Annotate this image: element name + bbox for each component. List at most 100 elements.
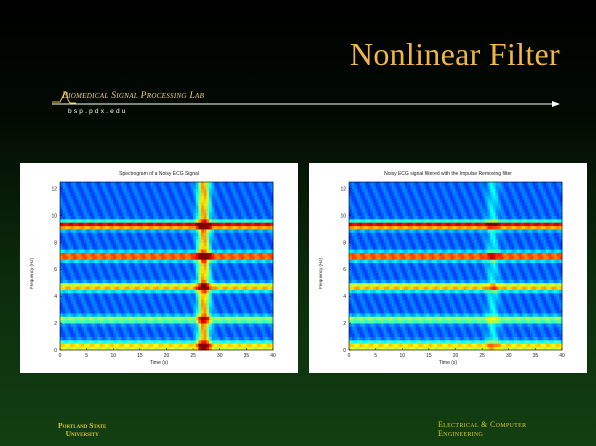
heatmap-cell (372, 239, 377, 243)
heatmap-cell (214, 215, 218, 220)
heatmap-cell (383, 313, 387, 317)
heatmap-cell (163, 249, 167, 253)
heatmap-cell (65, 235, 69, 240)
heatmap-cell (150, 195, 154, 200)
heatmap-cell (354, 319, 358, 324)
heatmap-cell (378, 252, 382, 257)
heatmap-cell (198, 208, 202, 213)
heatmap-cell (169, 343, 173, 348)
heatmap-cell (375, 289, 379, 294)
heatmap-cell (131, 249, 135, 253)
heatmap-cell (225, 249, 229, 253)
heatmap-cell (230, 208, 234, 213)
heatmap-cell (60, 235, 64, 240)
heatmap-cell (383, 282, 387, 287)
x-tick-label: 20 (164, 353, 170, 359)
heatmap-cell (367, 232, 371, 237)
heatmap-cell (354, 235, 358, 240)
heatmap-cell (198, 192, 202, 196)
heatmap-cell (67, 182, 72, 186)
heatmap-cell (378, 313, 382, 317)
heatmap-cell (115, 245, 119, 250)
heatmap-cell (209, 346, 213, 351)
heatmap-cell (118, 299, 122, 304)
heatmap-cell (105, 252, 109, 257)
heatmap-cell (105, 276, 109, 280)
heatmap-cell (166, 195, 170, 200)
heatmap-cell (81, 208, 85, 213)
heatmap-cell (243, 343, 247, 348)
heatmap-cell (94, 316, 98, 321)
heatmap-cell (158, 316, 162, 321)
heatmap-cell (62, 242, 66, 247)
heatmap-cell (238, 336, 242, 341)
heatmap-cell (99, 319, 103, 324)
heatmap-cell (203, 313, 207, 317)
heatmap-cell (110, 306, 114, 311)
heatmap-cell (65, 259, 69, 264)
heatmap-cell (155, 239, 159, 243)
heatmap-cell (187, 319, 191, 324)
heatmap-cell (115, 185, 119, 190)
heatmap-cell (102, 309, 106, 314)
heatmap-cell (169, 282, 173, 287)
heatmap-cell (99, 316, 103, 321)
heatmap-cell (118, 266, 122, 270)
heatmap-cell (65, 269, 69, 274)
heatmap-cell (388, 336, 392, 341)
heatmap-cell (121, 279, 125, 284)
heatmap-cell (171, 202, 175, 206)
heatmap-cell (113, 218, 117, 223)
heatmap-cell (113, 323, 117, 327)
heatmap-cell (201, 195, 205, 200)
heatmap-cell (193, 235, 197, 240)
heatmap-cell (251, 339, 255, 344)
heatmap-cell (388, 225, 392, 230)
heatmap-cell (206, 232, 210, 237)
heatmap-cell (83, 272, 88, 277)
heatmap-cell (225, 242, 229, 247)
heatmap-cell (364, 222, 369, 227)
heatmap-cell (70, 339, 74, 344)
heatmap-cell (73, 249, 77, 253)
heatmap-cell (190, 292, 194, 297)
heatmap-cell (163, 182, 167, 186)
heatmap-cell (201, 235, 205, 240)
heatmap-cell (102, 198, 106, 203)
heatmap-cell (257, 336, 261, 341)
heatmap-cell (174, 249, 178, 253)
heatmap-cell (126, 316, 130, 321)
heatmap-cell (126, 309, 130, 314)
heatmap-cell (187, 279, 191, 284)
heatmap-cell (94, 262, 98, 267)
heatmap-cell (198, 195, 202, 200)
heatmap-cell (179, 302, 183, 307)
heatmap-cell (370, 205, 374, 210)
heatmap-cell (370, 235, 374, 240)
heatmap-cell (241, 232, 245, 237)
heatmap-cell (241, 225, 245, 230)
heatmap-cell (391, 222, 395, 227)
heatmap-cell (137, 306, 141, 311)
heatmap-cell (238, 252, 242, 257)
heatmap-cell (89, 313, 93, 317)
heatmap-cell (65, 343, 69, 348)
heatmap-cell (73, 182, 77, 186)
heatmap-cell (251, 249, 255, 253)
lab-url: bsp.pdx.edu (68, 108, 128, 115)
heatmap-cell (230, 202, 234, 206)
heatmap-cell (225, 269, 229, 274)
heatmap-cell (155, 212, 159, 216)
heatmap-cell (246, 313, 250, 317)
heatmap-cell (166, 336, 170, 341)
heatmap-cell (169, 218, 173, 223)
heatmap-cell (99, 289, 103, 294)
heatmap-cell (83, 235, 88, 240)
heatmap-cell (134, 195, 138, 200)
heatmap-cell (67, 188, 72, 193)
heatmap-cell (270, 262, 274, 267)
heatmap-cell (190, 208, 194, 213)
heatmap-cell (110, 235, 114, 240)
heatmap-cell (209, 309, 213, 314)
heatmap-cell (150, 255, 154, 260)
